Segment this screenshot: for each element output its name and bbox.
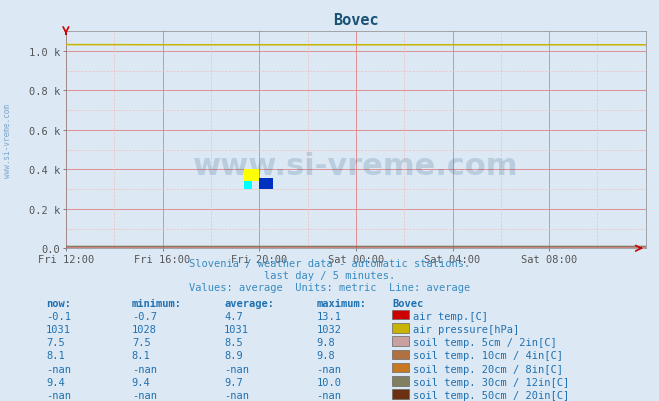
Text: air pressure[hPa]: air pressure[hPa] [413, 324, 519, 334]
Text: 13.1: 13.1 [316, 311, 341, 321]
Text: 1032: 1032 [316, 324, 341, 334]
Text: 1031: 1031 [46, 324, 71, 334]
Text: -nan: -nan [316, 390, 341, 400]
Text: Slovenia / weather data - automatic stations.: Slovenia / weather data - automatic stat… [189, 259, 470, 269]
Text: -nan: -nan [46, 364, 71, 374]
Text: 9.8: 9.8 [316, 337, 335, 347]
Text: -0.7: -0.7 [132, 311, 157, 321]
Text: soil temp. 10cm / 4in[C]: soil temp. 10cm / 4in[C] [413, 350, 563, 360]
Bar [244, 181, 252, 190]
Text: -nan: -nan [132, 364, 157, 374]
Text: last day / 5 minutes.: last day / 5 minutes. [264, 271, 395, 281]
Text: 8.9: 8.9 [224, 350, 243, 360]
Text: -0.1: -0.1 [46, 311, 71, 321]
Text: www.si-vreme.com: www.si-vreme.com [3, 103, 13, 177]
Text: now:: now: [46, 299, 71, 309]
Text: www.si-vreme.com: www.si-vreme.com [193, 152, 519, 181]
Bar [258, 179, 273, 190]
Text: soil temp. 20cm / 8in[C]: soil temp. 20cm / 8in[C] [413, 364, 563, 374]
Text: 8.1: 8.1 [132, 350, 150, 360]
Text: maximum:: maximum: [316, 299, 366, 309]
Text: air temp.[C]: air temp.[C] [413, 311, 488, 321]
Text: 10.0: 10.0 [316, 377, 341, 387]
Text: 1031: 1031 [224, 324, 249, 334]
Text: 9.7: 9.7 [224, 377, 243, 387]
Text: average:: average: [224, 299, 274, 309]
Title: Bovec: Bovec [333, 13, 379, 28]
Text: 9.4: 9.4 [46, 377, 65, 387]
Text: 4.7: 4.7 [224, 311, 243, 321]
Text: soil temp. 5cm / 2in[C]: soil temp. 5cm / 2in[C] [413, 337, 557, 347]
Text: -nan: -nan [46, 390, 71, 400]
Text: -nan: -nan [224, 364, 249, 374]
Text: soil temp. 30cm / 12in[C]: soil temp. 30cm / 12in[C] [413, 377, 569, 387]
Text: -nan: -nan [316, 364, 341, 374]
Text: 9.8: 9.8 [316, 350, 335, 360]
Text: minimum:: minimum: [132, 299, 182, 309]
Text: -nan: -nan [224, 390, 249, 400]
Text: 1028: 1028 [132, 324, 157, 334]
Text: 7.5: 7.5 [46, 337, 65, 347]
Text: -nan: -nan [132, 390, 157, 400]
Text: 8.1: 8.1 [46, 350, 65, 360]
Bar [244, 170, 258, 182]
Text: Bovec: Bovec [392, 299, 423, 309]
Text: 8.5: 8.5 [224, 337, 243, 347]
Text: soil temp. 50cm / 20in[C]: soil temp. 50cm / 20in[C] [413, 390, 569, 400]
Text: 7.5: 7.5 [132, 337, 150, 347]
Text: 9.4: 9.4 [132, 377, 150, 387]
Text: Values: average  Units: metric  Line: average: Values: average Units: metric Line: aver… [189, 283, 470, 293]
